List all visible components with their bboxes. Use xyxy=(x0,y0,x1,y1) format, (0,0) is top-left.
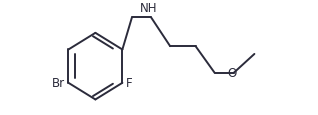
Text: O: O xyxy=(227,66,236,79)
Text: Br: Br xyxy=(52,77,65,89)
Text: NH: NH xyxy=(140,2,158,15)
Text: F: F xyxy=(126,77,132,89)
